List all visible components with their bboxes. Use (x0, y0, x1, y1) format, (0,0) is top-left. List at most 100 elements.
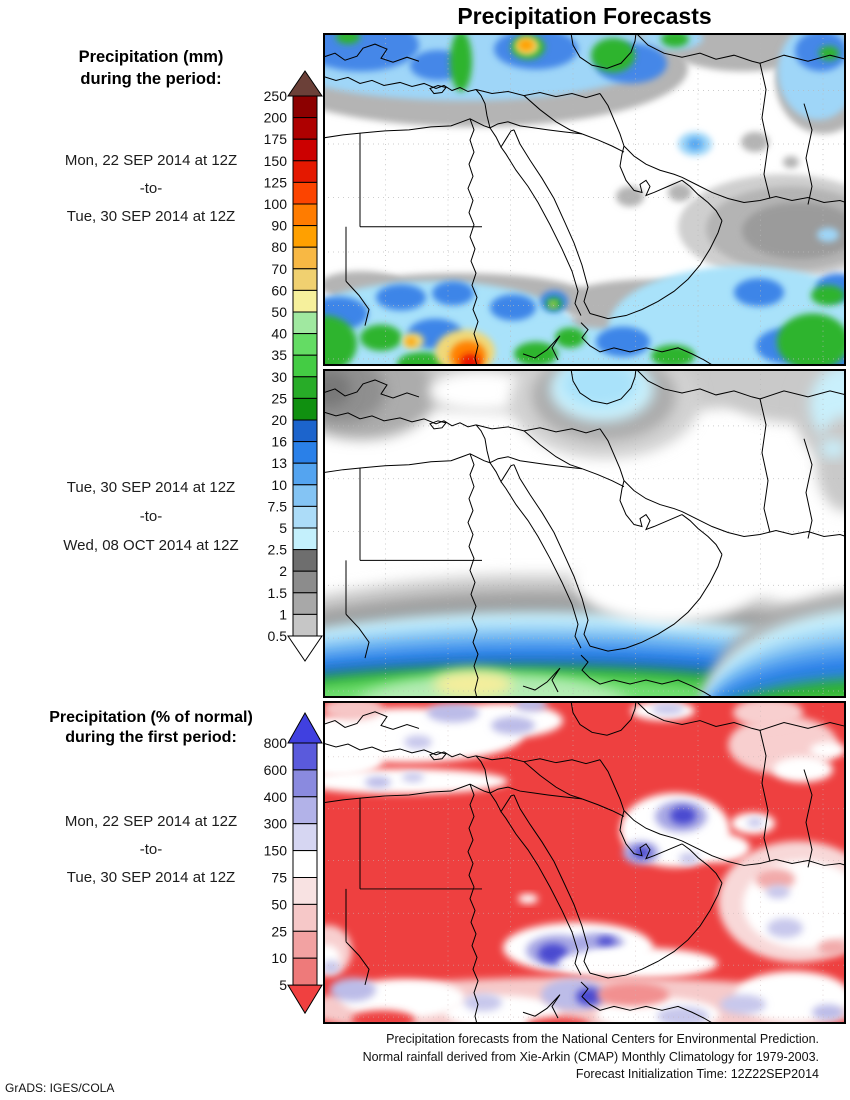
scale-segment (292, 484, 318, 507)
footer-caption: Precipitation forecasts from the Nationa… (323, 1031, 819, 1084)
scale-segment (292, 160, 318, 183)
scale-tick-label: 100 (264, 196, 288, 212)
grads-credit: GrADS: IGES/COLA (5, 1081, 115, 1095)
scale-segment (292, 311, 318, 335)
panel3-heading-line1: Precipitation (% of normal) (49, 709, 253, 726)
footer-line2: Normal rainfall derived from Xie-Arkin (… (362, 1049, 819, 1064)
scale-segment (292, 441, 318, 464)
map-precip-mm-period1 (323, 33, 846, 366)
scale-segment (292, 505, 318, 529)
scale-arrow-top (287, 711, 323, 744)
scale-tick-label: 150 (264, 843, 288, 859)
scale-tick-label: 90 (271, 218, 287, 234)
scale-segment (292, 850, 318, 879)
panel3-heading: Precipitation (% of normal) during the f… (0, 708, 302, 748)
scale-segment (292, 268, 318, 291)
scale-tick-label: 50 (271, 896, 287, 912)
scale-segment (292, 877, 318, 905)
footer-line3: Forecast Initialization Time: 12Z22SEP20… (575, 1067, 819, 1081)
scale-tick-label: 50 (271, 304, 287, 320)
scale-tick-label: 1 (279, 606, 287, 622)
scale-tick-label: 40 (271, 326, 287, 342)
panel1-heading-line2: during the period: (80, 70, 222, 88)
scale-segment (292, 613, 318, 637)
scale-tick-label: 25 (271, 390, 287, 406)
scale-tick-label: 75 (271, 870, 287, 886)
panel2-period-end: Wed, 08 OCT 2014 at 12Z (63, 537, 239, 554)
scale-tick-label: 300 (264, 816, 288, 832)
scale-tick-label: 60 (271, 282, 287, 298)
scale-segment (292, 203, 318, 227)
scale-segment (292, 462, 318, 486)
scale-tick-label: 5 (279, 520, 287, 536)
scale-segment (292, 570, 318, 594)
panel3-dates: Mon, 22 SEP 2014 at 12Z -to- Tue, 30 SEP… (0, 808, 302, 892)
panel1-heading: Precipitation (mm) during the period: (0, 46, 302, 90)
scale-segment (292, 930, 318, 959)
scale-segment (292, 117, 318, 140)
scale-segment (292, 796, 318, 825)
scale-tick-label: 25 (271, 923, 287, 939)
scale-segment (292, 289, 318, 313)
percent-of-normal-scale: 800 600 400 300 150 75 50 25 10 5 (264, 711, 323, 1015)
scale-tick-label: 13 (271, 455, 287, 471)
scale-segment (292, 769, 318, 798)
scale-segment (292, 354, 318, 378)
scale-tick-label: 16 (271, 434, 287, 450)
panel2-period-separator: -to- (139, 508, 163, 525)
scale-tick-label: 0.5 (268, 628, 288, 644)
scale-tick-label: 175 (264, 131, 288, 147)
panel1-period-separator: -to- (139, 180, 163, 197)
scale-tick-label: 200 (264, 110, 288, 126)
scale-segment (292, 549, 318, 572)
scale-tick-label: 70 (271, 261, 287, 277)
panel3-period-separator: -to- (139, 841, 163, 858)
precipitation-mm-scale: 2502001751501251009080706050403530252016… (264, 70, 323, 662)
page-title: Precipitation Forecasts (457, 3, 712, 29)
footer-line1: Precipitation forecasts from the Nationa… (386, 1032, 819, 1046)
scale-segment (292, 333, 318, 356)
panel2-dates: Tue, 30 SEP 2014 at 12Z -to- Wed, 08 OCT… (0, 473, 302, 560)
scale-arrow-bottom (287, 635, 323, 662)
panel3-period-end: Tue, 30 SEP 2014 at 12Z (66, 869, 236, 886)
scale-tick-label: 35 (271, 347, 287, 363)
scale-tick-label: 2 (279, 563, 287, 579)
scale-tick-label: 10 (271, 950, 287, 966)
scale-segment (292, 225, 318, 248)
scale-tick-label: 20 (271, 412, 287, 428)
scale-tick-label: 10 (271, 477, 287, 493)
scale-tick-label: 5 (279, 977, 287, 993)
scale-segment (292, 419, 318, 443)
scale-tick-label: 7.5 (268, 498, 288, 514)
scale-tick-label: 30 (271, 369, 287, 385)
scale-segment (292, 527, 318, 551)
map-precip-percent-normal (323, 701, 846, 1024)
scale-segment (292, 742, 318, 771)
colorbar-percent-of-normal: 800 600 400 300 150 75 50 25 10 5 (235, 711, 330, 1021)
scale-segment (292, 823, 318, 852)
panel3-period-start: Mon, 22 SEP 2014 at 12Z (64, 813, 238, 830)
scale-tick-label: 800 (264, 735, 288, 751)
panel3-heading-line2: during the first period: (65, 729, 237, 746)
scale-tick-label: 400 (264, 789, 288, 805)
colorbar-precipitation-mm: 250 200 175 150 125 100 90 80 70 60 50 40 35 30 25 20 16… (235, 70, 330, 668)
scale-tick-label: 80 (271, 239, 287, 255)
panel1-period-end: Tue, 30 SEP 2014 at 12Z (66, 208, 236, 225)
panel1-dates: Mon, 22 SEP 2014 at 12Z -to- Tue, 30 SEP… (0, 147, 302, 231)
scale-segment (292, 138, 318, 162)
panel1-period-start: Mon, 22 SEP 2014 at 12Z (64, 152, 238, 169)
scale-tick-label: 125 (264, 174, 288, 190)
panel1-heading-line1: Precipitation (mm) (78, 48, 224, 66)
scale-segment (292, 903, 318, 932)
scale-segment (292, 376, 318, 399)
panel2-period-start: Tue, 30 SEP 2014 at 12Z (66, 479, 236, 496)
scale-segment (292, 246, 318, 270)
scale-arrow-top (287, 70, 323, 97)
scale-segment (292, 957, 318, 986)
scale-arrow-bottom (287, 984, 323, 1015)
scale-tick-label: 600 (264, 762, 288, 778)
scale-tick-label: 1.5 (268, 585, 288, 601)
scale-tick-label: 2.5 (268, 542, 288, 558)
scale-tick-label: 150 (264, 153, 288, 169)
